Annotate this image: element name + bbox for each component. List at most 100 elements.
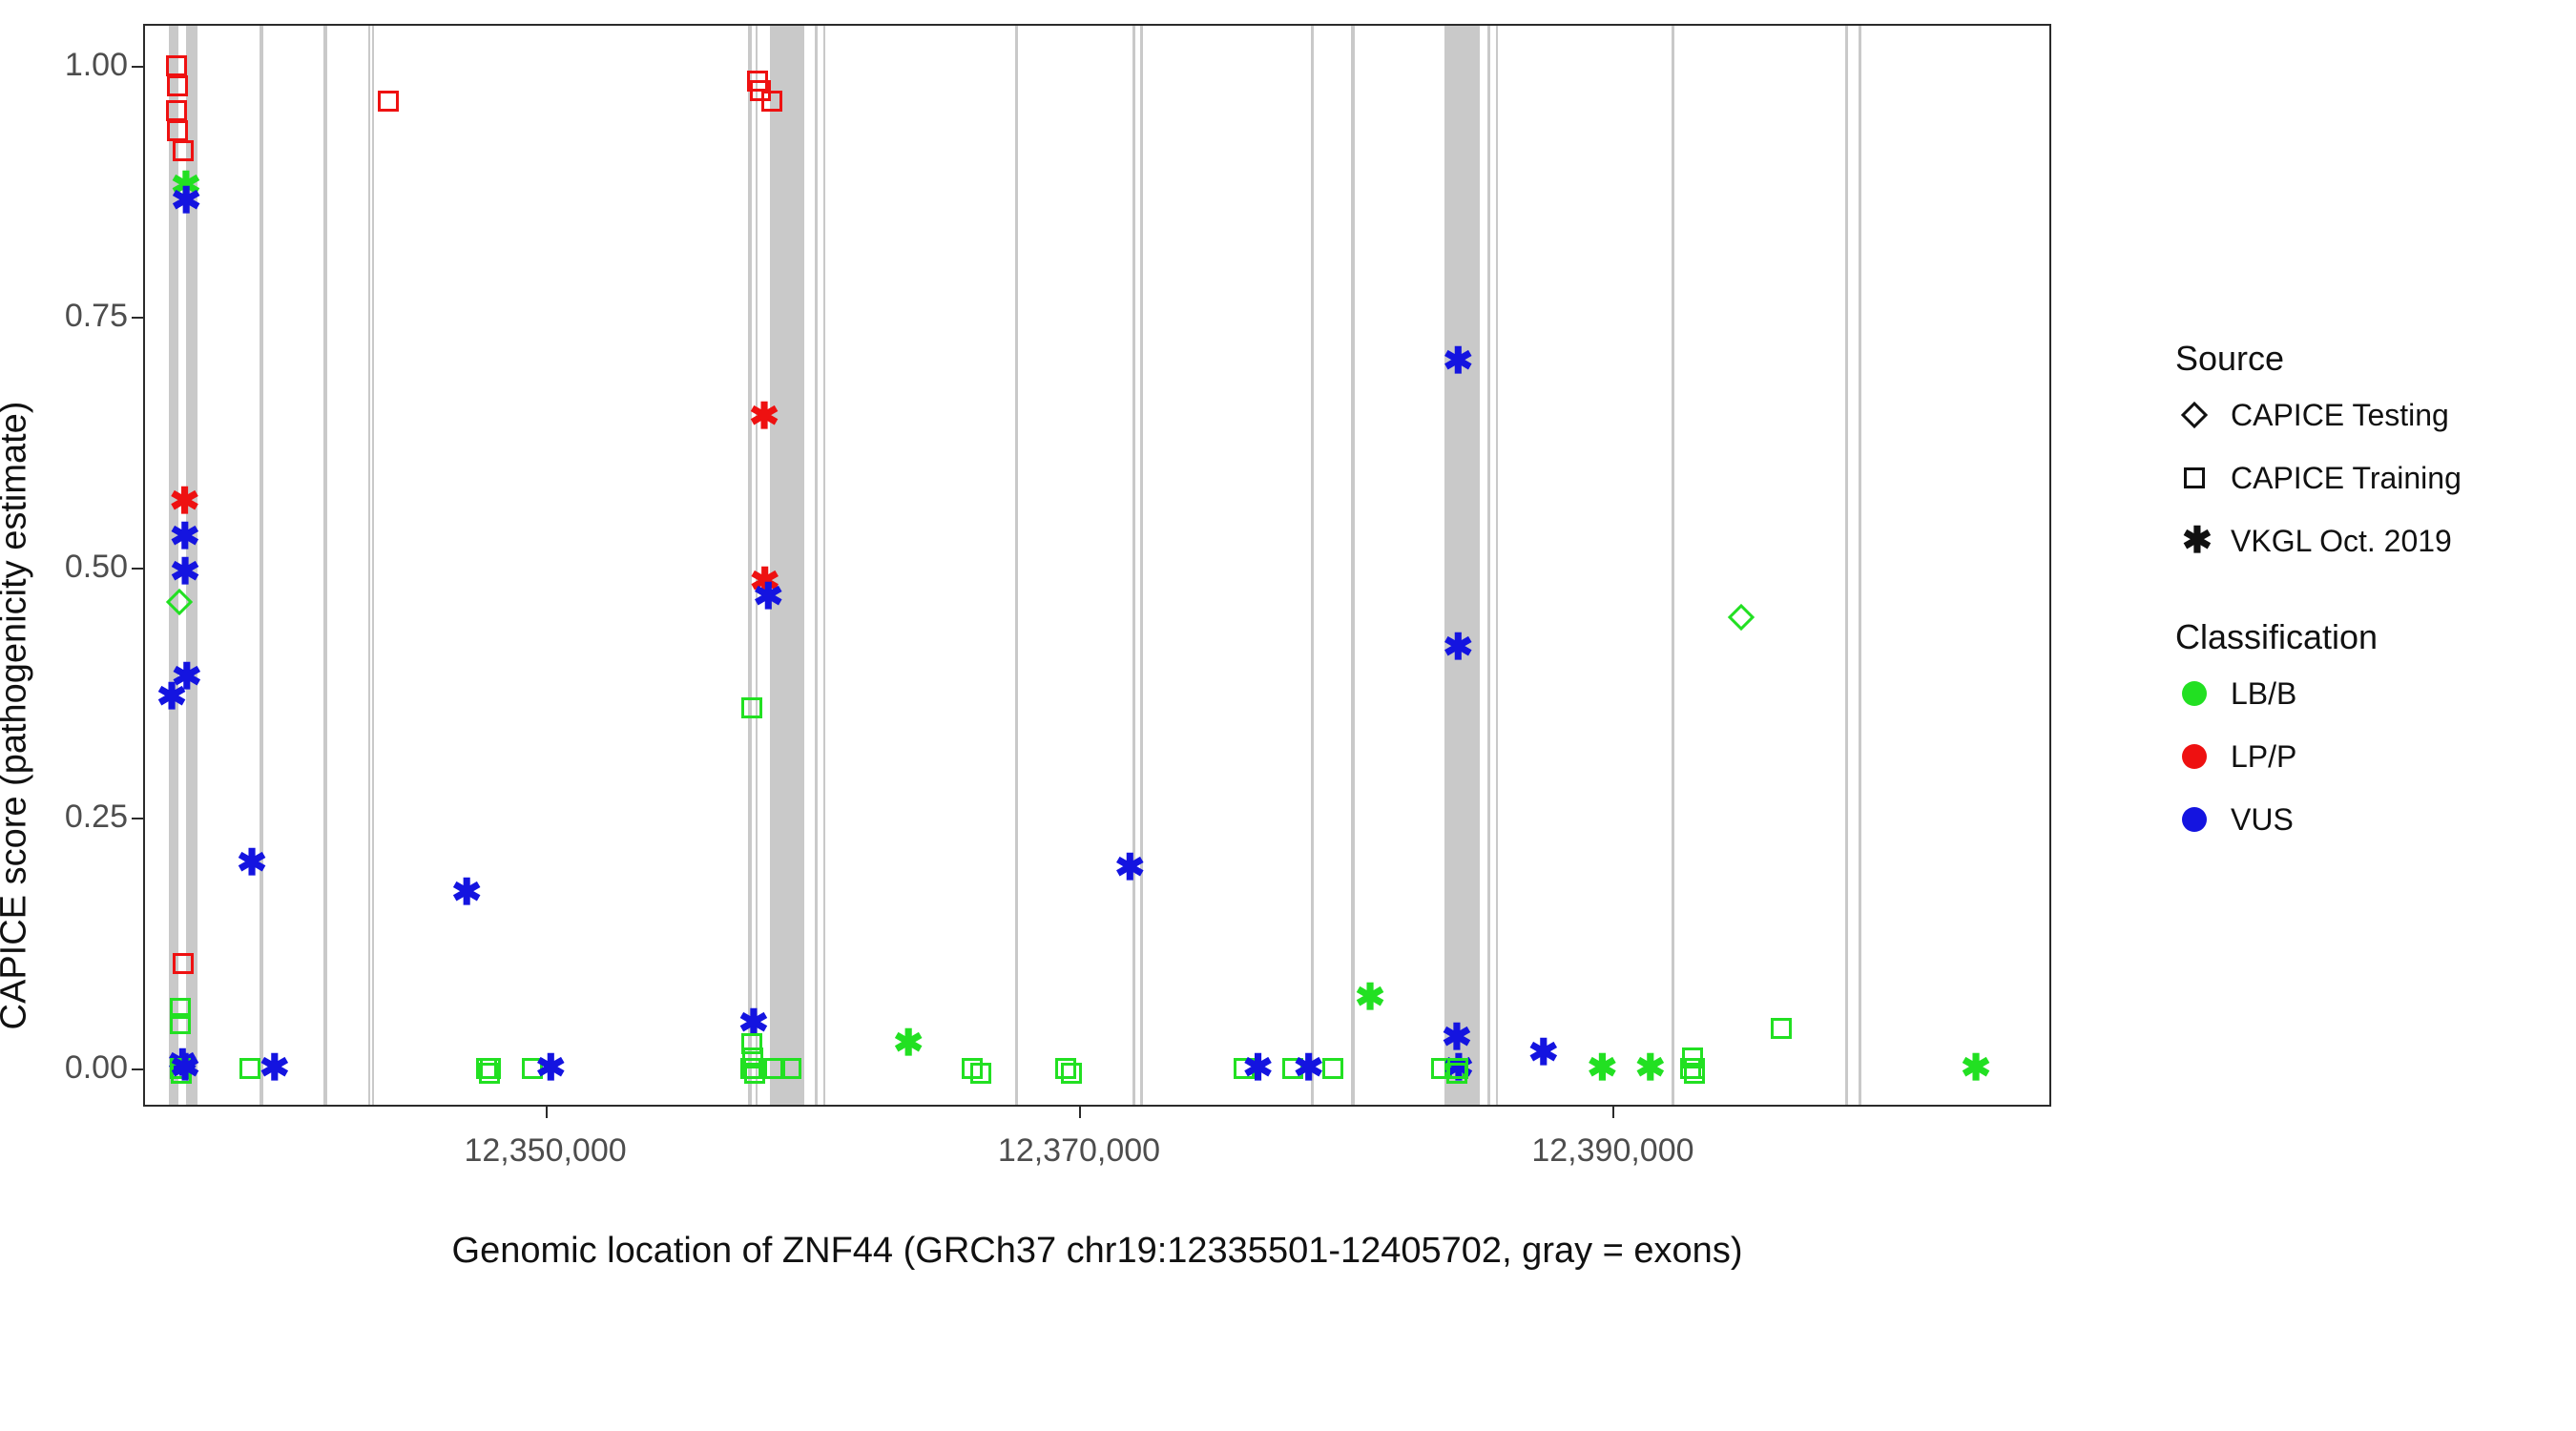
data-point-vus-asterisk[interactable]: ✱ xyxy=(156,685,181,710)
data-point-lb_b-square[interactable] xyxy=(1447,1058,1468,1079)
exon-band xyxy=(1487,26,1490,1105)
data-point-vus-asterisk[interactable]: ✱ xyxy=(1294,1056,1319,1081)
data-point-lb_b-square[interactable] xyxy=(239,1058,260,1079)
data-point-vus-asterisk[interactable]: ✱ xyxy=(1114,856,1139,881)
data-point-lb_b-square[interactable] xyxy=(1322,1058,1343,1079)
data-point-lp_p-square[interactable] xyxy=(167,120,188,141)
data-point-lb_b-square[interactable] xyxy=(480,1058,501,1079)
plot-area: 0.00 0.25 0.50 0.75 1.00 12,350,000 12,370,00… xyxy=(143,24,2051,1107)
legend-label: LB/B xyxy=(2231,676,2296,712)
exon-band xyxy=(823,26,825,1105)
dot-icon xyxy=(2175,674,2213,713)
y-axis-title: CAPICE score (pathogenicity estimate) xyxy=(0,402,35,1030)
legend-item-classification-lb-b: LB/B xyxy=(2175,674,2557,713)
data-point-lb_b-square[interactable] xyxy=(741,697,762,718)
data-point-vus-asterisk[interactable]: ✱ xyxy=(260,1056,284,1081)
data-point-lb_b-square[interactable] xyxy=(1061,1063,1082,1084)
diamond-icon xyxy=(2175,396,2213,434)
exon-band xyxy=(1496,26,1498,1105)
exon-band xyxy=(372,26,374,1105)
legend-label: CAPICE Testing xyxy=(2231,398,2449,433)
legend-label: VKGL Oct. 2019 xyxy=(2231,524,2452,559)
data-point-lb_b-asterisk[interactable]: ✱ xyxy=(1961,1056,1985,1081)
data-point-vus-asterisk[interactable]: ✱ xyxy=(1243,1056,1268,1081)
data-point-lp_p-square[interactable] xyxy=(173,140,194,161)
exon-band xyxy=(368,26,370,1105)
exon-band xyxy=(1444,26,1479,1105)
x-axis-tick-mark xyxy=(1079,1107,1081,1118)
y-axis-tick-label: 0.50 xyxy=(42,549,128,586)
data-point-lb_b-square[interactable] xyxy=(1684,1063,1705,1084)
data-point-vus-asterisk[interactable]: ✱ xyxy=(1442,1026,1466,1050)
exon-band xyxy=(1845,26,1848,1105)
data-point-vus-asterisk[interactable]: ✱ xyxy=(1443,635,1467,660)
exon-band xyxy=(323,26,326,1105)
classification-legend-title: Classification xyxy=(2175,617,2557,657)
data-point-lb_b-square[interactable] xyxy=(970,1063,991,1084)
data-point-lp_p-asterisk[interactable]: ✱ xyxy=(749,404,774,429)
classification-legend-group: Classification LB/B LP/P VUS xyxy=(2175,617,2557,839)
data-point-vus-asterisk[interactable]: ✱ xyxy=(170,1056,195,1081)
capice-score-plot: 0.00 0.25 0.50 0.75 1.00 12,350,000 12,370,00… xyxy=(0,0,2576,1431)
data-point-vus-asterisk[interactable]: ✱ xyxy=(170,560,195,585)
exon-band xyxy=(260,26,262,1105)
data-point-lb_b-square[interactable] xyxy=(744,1063,765,1084)
chart-legend: Source CAPICE Testing CAPICE Training ✱ VKG… xyxy=(2175,339,2557,863)
data-point-vus-asterisk[interactable]: ✱ xyxy=(237,851,261,876)
x-axis-title: Genomic location of ZNF44 (GRCh37 chr19:… xyxy=(143,1231,2051,1272)
legend-item-classification-lp-p: LP/P xyxy=(2175,737,2557,776)
x-axis-tick-mark xyxy=(546,1107,548,1118)
data-point-vus-asterisk[interactable]: ✱ xyxy=(170,525,195,550)
data-point-lb_b-square[interactable] xyxy=(1771,1018,1792,1039)
y-axis-tick-label: 1.00 xyxy=(42,47,128,84)
y-axis-tick-mark xyxy=(132,1068,143,1070)
data-point-lp_p-square[interactable] xyxy=(378,91,399,112)
data-point-lp_p-square[interactable] xyxy=(173,953,194,974)
dot-icon xyxy=(2175,737,2213,776)
x-axis-tick-label: 12,390,000 xyxy=(1517,1132,1708,1170)
exon-band xyxy=(1351,26,1354,1105)
y-axis-tick-label: 0.75 xyxy=(42,298,128,335)
data-point-lp_p-square[interactable] xyxy=(167,75,188,96)
data-point-lb_b-square[interactable] xyxy=(170,1013,191,1034)
data-point-lp_p-square[interactable] xyxy=(166,55,187,76)
source-legend-group: Source CAPICE Testing CAPICE Training ✱ VKG… xyxy=(2175,339,2557,560)
exon-band xyxy=(1015,26,1018,1105)
data-point-lb_b-asterisk[interactable]: ✱ xyxy=(1587,1056,1611,1081)
data-point-lp_p-square[interactable] xyxy=(761,91,782,112)
data-point-vus-asterisk[interactable]: ✱ xyxy=(535,1056,560,1081)
data-point-lb_b-asterisk[interactable]: ✱ xyxy=(1635,1056,1660,1081)
exon-band xyxy=(1140,26,1143,1105)
data-point-lp_p-asterisk[interactable]: ✱ xyxy=(170,489,195,514)
data-point-vus-asterisk[interactable]: ✱ xyxy=(171,189,196,214)
exon-band xyxy=(1132,26,1135,1105)
legend-item-classification-vus: VUS xyxy=(2175,800,2557,839)
y-axis-tick-mark xyxy=(132,818,143,819)
legend-item-source-capice-training: CAPICE Training xyxy=(2175,459,2557,497)
data-point-vus-asterisk[interactable]: ✱ xyxy=(1443,349,1467,374)
y-axis-tick-mark xyxy=(132,317,143,319)
square-icon xyxy=(2175,459,2213,497)
data-point-lp_p-square[interactable] xyxy=(166,100,187,121)
data-point-vus-asterisk[interactable]: ✱ xyxy=(753,585,778,610)
data-point-vus-asterisk[interactable]: ✱ xyxy=(451,881,476,905)
y-axis-tick-label: 0.00 xyxy=(42,1049,128,1087)
legend-label: CAPICE Training xyxy=(2231,461,2462,496)
asterisk-icon: ✱ xyxy=(2175,522,2213,560)
exon-band xyxy=(815,26,818,1105)
data-point-vus-asterisk[interactable]: ✱ xyxy=(1528,1041,1553,1066)
y-axis-tick-label: 0.25 xyxy=(42,798,128,836)
x-axis-tick-mark xyxy=(1612,1107,1614,1118)
data-point-lb_b-square[interactable] xyxy=(780,1058,801,1079)
data-point-lb_b-diamond[interactable] xyxy=(1728,604,1755,631)
legend-label: VUS xyxy=(2231,802,2294,838)
x-axis-tick-label: 12,350,000 xyxy=(450,1132,641,1170)
data-point-lb_b-asterisk[interactable]: ✱ xyxy=(893,1031,918,1056)
exon-band xyxy=(1672,26,1674,1105)
exon-band xyxy=(1311,26,1314,1105)
exon-band xyxy=(1859,26,1861,1105)
data-point-lb_b-asterisk[interactable]: ✱ xyxy=(1355,985,1380,1010)
legend-label: LP/P xyxy=(2231,739,2296,775)
legend-item-source-vkgl-oct.-2019: ✱ VKGL Oct. 2019 xyxy=(2175,522,2557,560)
legend-item-source-capice-testing: CAPICE Testing xyxy=(2175,396,2557,434)
